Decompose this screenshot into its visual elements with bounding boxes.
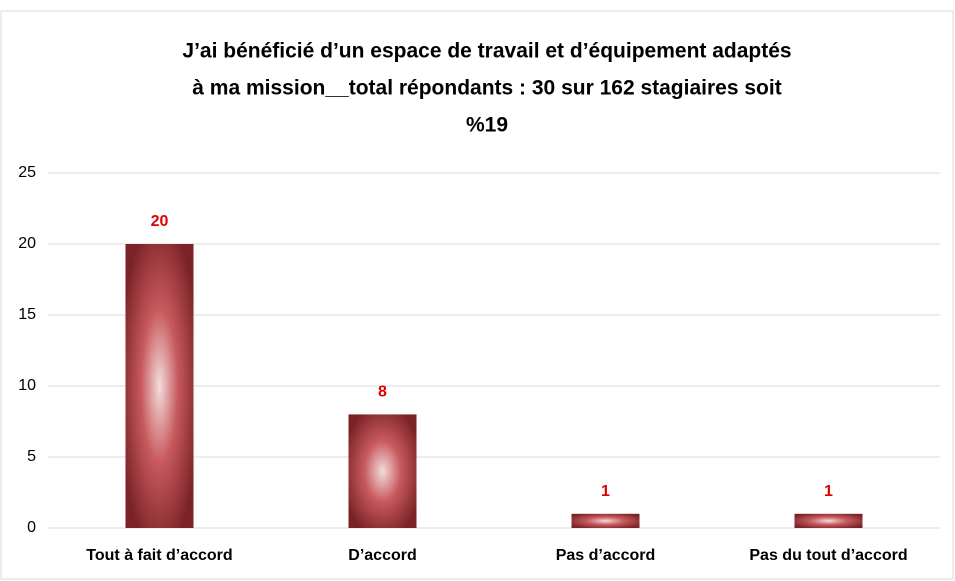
y-tick-label: 25 — [18, 164, 36, 181]
bar — [794, 513, 863, 528]
bar — [571, 513, 640, 528]
x-tick-label: Tout à fait d’accord — [86, 547, 232, 564]
chart-title: %19 — [466, 114, 508, 137]
y-tick-label: 20 — [18, 235, 36, 252]
y-tick-label: 15 — [18, 306, 36, 323]
y-tick-label: 0 — [27, 519, 36, 536]
data-label: 1 — [601, 483, 610, 500]
bar — [348, 414, 417, 528]
y-tick-label: 10 — [18, 377, 36, 394]
data-label: 8 — [378, 384, 387, 401]
x-tick-label: Pas du tout d’accord — [749, 547, 907, 564]
chart-title: J’ai bénéficié d’un espace de travail et… — [182, 40, 791, 63]
chart-title: à ma mission__total répondants : 30 sur … — [192, 77, 781, 100]
bar — [125, 244, 194, 528]
x-tick-label: Pas d’accord — [556, 547, 656, 564]
data-label: 1 — [824, 483, 833, 500]
y-tick-label: 5 — [27, 448, 36, 465]
x-tick-label: D’accord — [348, 547, 416, 564]
data-label: 20 — [151, 213, 169, 230]
